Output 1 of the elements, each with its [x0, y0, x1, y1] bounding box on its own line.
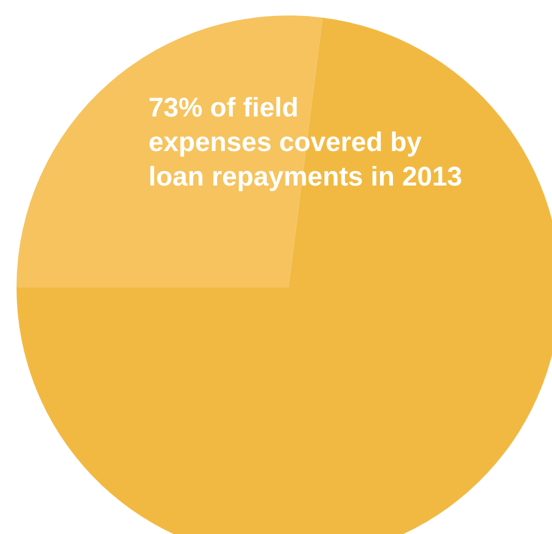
text: 73% of field expenses covered by loan repayments in 2013 — [148, 92, 462, 192]
